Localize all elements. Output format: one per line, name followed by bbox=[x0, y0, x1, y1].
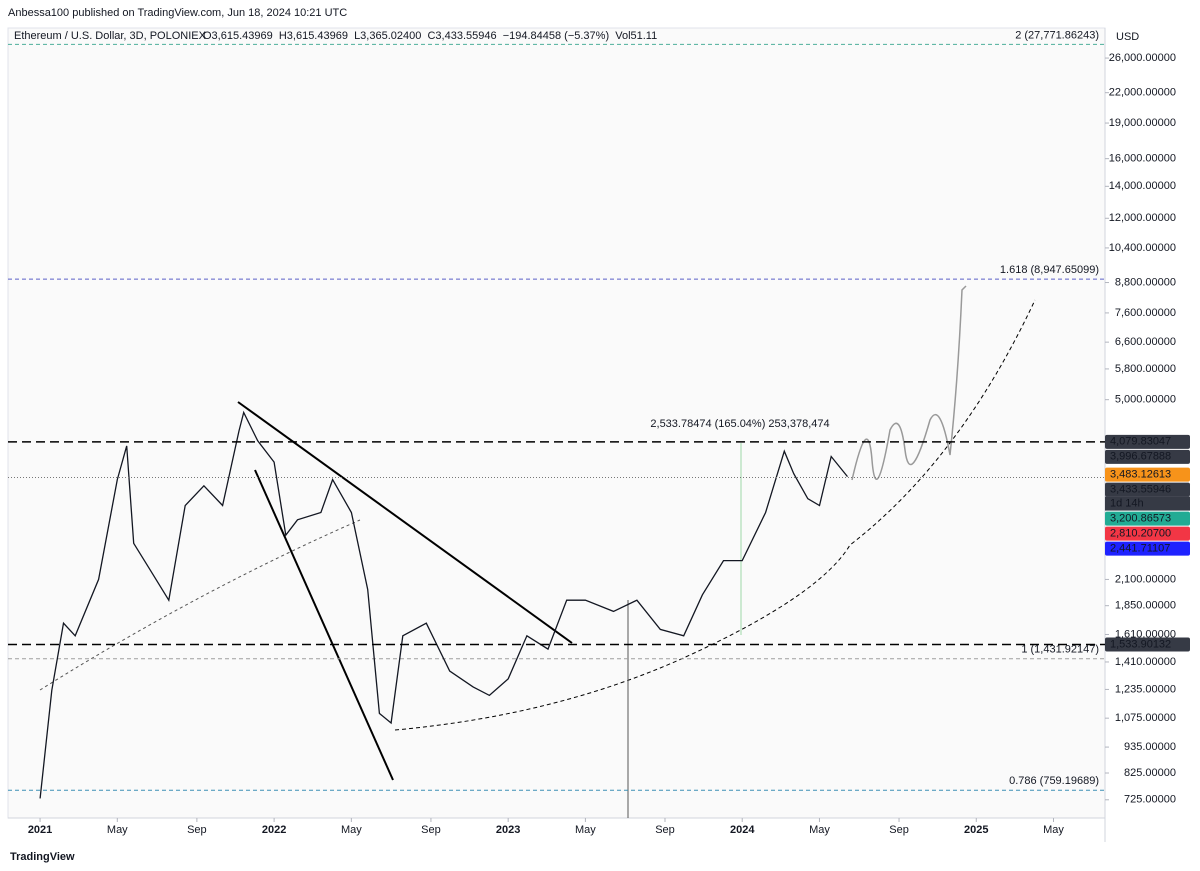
price-tag bbox=[1105, 541, 1190, 556]
fib-label: 2 (27,771.86243) bbox=[1015, 29, 1099, 41]
y-tick-label: 6,600.00000 bbox=[1115, 336, 1176, 348]
x-tick-label: 2025 bbox=[964, 824, 988, 836]
y-tick-label: 935.00000 bbox=[1124, 741, 1176, 753]
price-tag-label: 3,483.12613 bbox=[1110, 468, 1171, 480]
y-tick-label: 1,850.00000 bbox=[1115, 600, 1176, 612]
price-tag-label: 2,810.20700 bbox=[1110, 527, 1171, 539]
x-tick-label: Sep bbox=[889, 824, 909, 836]
price-tag-label: 1,533.90132 bbox=[1110, 638, 1171, 650]
y-tick-label: 22,000.00000 bbox=[1109, 87, 1176, 99]
x-tick-label: May bbox=[341, 824, 362, 836]
x-tick-label: 2023 bbox=[496, 824, 520, 836]
x-tick-label: 2024 bbox=[730, 824, 755, 836]
price-tag-label: 3,433.55946 bbox=[1110, 483, 1171, 495]
y-tick-label: 8,800.00000 bbox=[1115, 276, 1176, 288]
ohlc: O3,615.43969 H3,615.43969 L3,365.02400 C… bbox=[203, 30, 657, 42]
x-tick-label: Sep bbox=[187, 824, 207, 836]
x-tick-label: 2022 bbox=[262, 824, 286, 836]
price-tag-label: 4,079.83047 bbox=[1110, 436, 1171, 448]
y-tick-label: 1,235.00000 bbox=[1115, 683, 1176, 695]
x-tick-label: May bbox=[107, 824, 128, 836]
measure-label: 2,533.78474 (165.04%) 253,378,474 bbox=[650, 418, 829, 430]
price-tag bbox=[1105, 482, 1190, 497]
y-tick-label: 16,000.00000 bbox=[1109, 153, 1176, 165]
price-tag bbox=[1105, 434, 1190, 449]
y-tick-label: 825.00000 bbox=[1124, 767, 1176, 779]
fib-label: 0.786 (759.19689) bbox=[1009, 775, 1099, 787]
x-tick-label: Sep bbox=[421, 824, 441, 836]
plot-area bbox=[7, 27, 1106, 819]
fib-label: 1.618 (8,947.65099) bbox=[1000, 264, 1099, 276]
price-tag bbox=[1105, 467, 1190, 482]
y-tick-label: 19,000.00000 bbox=[1109, 117, 1176, 129]
price-tag bbox=[1105, 526, 1190, 541]
y-tick-label: 1,410.00000 bbox=[1115, 656, 1176, 668]
currency: USD bbox=[1116, 31, 1139, 43]
price-line bbox=[39, 410, 849, 799]
y-tick-label: 5,800.00000 bbox=[1115, 363, 1176, 375]
price-tag-label: 3,200.86573 bbox=[1110, 512, 1171, 524]
curve bbox=[39, 519, 361, 691]
price-tag-label: 2,441.71107 bbox=[1110, 542, 1170, 554]
symbol: Ethereum / U.S. Dollar, 3D, POLONIEX bbox=[14, 30, 207, 42]
x-tick-label: Sep bbox=[655, 824, 675, 836]
curve bbox=[394, 299, 1036, 731]
y-tick-label: 725.00000 bbox=[1124, 794, 1176, 806]
x-tick-label: 2021 bbox=[28, 824, 52, 836]
price-tag-label: 3,996.67888 bbox=[1110, 451, 1171, 463]
y-tick-label: 5,000.00000 bbox=[1115, 394, 1176, 406]
price-tag bbox=[1105, 449, 1190, 464]
x-tick-label: May bbox=[809, 824, 830, 836]
attribution: Anbessa100 published on TradingView.com,… bbox=[8, 7, 347, 19]
x-tick-label: May bbox=[575, 824, 596, 836]
y-tick-label: 14,000.00000 bbox=[1109, 180, 1176, 192]
y-tick-label: 7,600.00000 bbox=[1115, 307, 1176, 319]
y-tick-label: 2,100.00000 bbox=[1115, 573, 1176, 585]
y-tick-label: 10,400.00000 bbox=[1109, 242, 1176, 254]
price-tag bbox=[1105, 637, 1190, 652]
countdown: 1d 14h bbox=[1110, 497, 1144, 509]
trend-line bbox=[254, 469, 394, 781]
footer-logo: TradingView bbox=[10, 851, 75, 863]
y-tick-label: 1,075.00000 bbox=[1115, 712, 1176, 724]
y-tick-label: 1,610.00000 bbox=[1115, 628, 1176, 640]
x-tick-label: May bbox=[1043, 824, 1064, 836]
y-tick-label: 26,000.00000 bbox=[1109, 52, 1176, 64]
fib-label: 1 (1,431.92147) bbox=[1021, 644, 1099, 656]
price-tag bbox=[1105, 511, 1190, 526]
y-tick-label: 12,000.00000 bbox=[1109, 212, 1176, 224]
countdown-bg bbox=[1105, 496, 1190, 511]
projection bbox=[851, 285, 967, 481]
